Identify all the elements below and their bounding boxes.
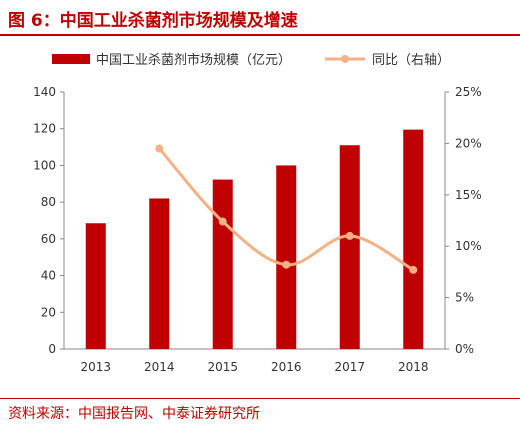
right-tick-label: 15% bbox=[455, 188, 482, 202]
right-tick-label: 25% bbox=[455, 85, 482, 99]
bar-2014 bbox=[149, 198, 170, 349]
left-tick-label: 0 bbox=[48, 342, 56, 356]
bar-2017 bbox=[339, 145, 360, 349]
legend-bar-label: 中国工业杀菌剂市场规模（亿元） bbox=[96, 52, 291, 68]
yoy-point-2017 bbox=[345, 231, 354, 240]
right-tick-label: 10% bbox=[455, 239, 482, 253]
legend-bar-swatch bbox=[52, 54, 90, 64]
bar-2015 bbox=[212, 179, 233, 349]
right-tick-label: 20% bbox=[455, 136, 482, 150]
yoy-point-2014 bbox=[155, 144, 164, 153]
title-divider bbox=[0, 34, 520, 36]
chart-title: 图 6：中国工业杀菌剂市场规模及增速 bbox=[8, 11, 298, 31]
left-tick-label: 40 bbox=[41, 269, 56, 283]
legend-line-label: 同比（右轴） bbox=[372, 53, 450, 68]
source-note: 资料来源：中国报告网、中泰证券研究所 bbox=[8, 406, 260, 422]
left-tick-label: 60 bbox=[41, 232, 56, 246]
plot-area: 0 20 40 60 80 100 120 140 0% 5% 10% 15% 20% 25% 2013 20… bbox=[33, 85, 482, 374]
left-tick-label: 100 bbox=[33, 158, 56, 172]
x-tick-label: 2013 bbox=[80, 360, 111, 374]
legend-line-marker bbox=[341, 55, 349, 63]
x-tick-label: 2014 bbox=[144, 360, 175, 374]
left-tick-label: 120 bbox=[33, 122, 56, 136]
x-tick-label: 2016 bbox=[271, 360, 302, 374]
yoy-point-2018 bbox=[409, 265, 418, 274]
left-tick-label: 140 bbox=[33, 85, 56, 99]
right-tick-label: 5% bbox=[455, 291, 474, 305]
yoy-point-2015 bbox=[218, 217, 227, 226]
bar-2016 bbox=[276, 165, 297, 349]
left-tick-label: 20 bbox=[41, 305, 56, 319]
left-tick-label: 80 bbox=[41, 195, 56, 209]
bar-2018 bbox=[403, 129, 424, 349]
bar-2013 bbox=[85, 223, 106, 349]
x-tick-label: 2015 bbox=[207, 360, 238, 374]
right-tick-label: 0% bbox=[455, 342, 474, 356]
combo-chart: 中国工业杀菌剂市场规模（亿元） 同比（右轴） 0 20 40 60 80 100 120 14… bbox=[33, 52, 482, 374]
x-tick-label: 2018 bbox=[398, 360, 429, 374]
x-tick-label: 2017 bbox=[334, 360, 365, 374]
yoy-point-2016 bbox=[282, 260, 291, 269]
source-divider bbox=[0, 398, 520, 399]
legend: 中国工业杀菌剂市场规模（亿元） 同比（右轴） bbox=[52, 52, 450, 68]
